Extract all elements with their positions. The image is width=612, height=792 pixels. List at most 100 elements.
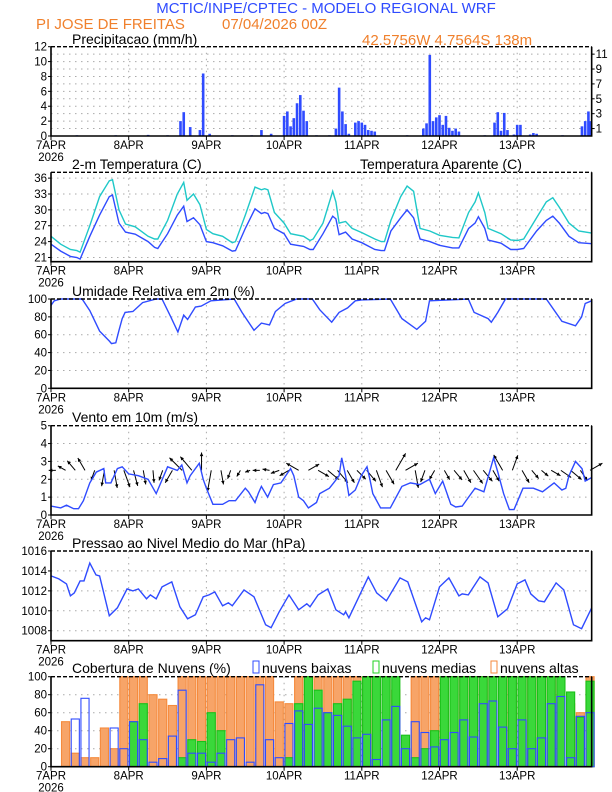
pressure-ytick-label: 1014 — [21, 566, 47, 578]
cloud-xtick-label: 12APR — [421, 771, 457, 783]
location-label: PI JOSE DE FREITAS — [36, 16, 185, 33]
wind-arrow-head — [535, 474, 539, 479]
humidity-xtick-label: 11APR — [344, 392, 380, 404]
temp-ytick-label: 30 — [34, 205, 47, 217]
cloud-medium-bar — [303, 676, 313, 768]
precip-bar — [292, 118, 296, 136]
precip-bar — [499, 130, 503, 136]
legend-swatch-high — [490, 660, 498, 674]
wind-arrow-head — [379, 483, 383, 488]
wind-arrow-head — [446, 475, 450, 480]
precip-bar — [208, 133, 211, 136]
cloud-high-bar — [245, 676, 255, 768]
wind-arrow-head — [180, 456, 184, 461]
cloud-ytick-label: 40 — [34, 726, 47, 738]
wind-arrow-head — [67, 460, 71, 465]
cloud-xtick-label: 9APR — [191, 771, 221, 783]
wind-arrow-head — [402, 453, 406, 458]
cloud-high-bar — [226, 676, 236, 768]
precip-bar — [583, 121, 587, 136]
legend-medium-label: nuvens medias — [382, 660, 476, 676]
temp-ytick-label: 21 — [34, 252, 47, 264]
wind-panel: 0 1 2 3 4 5 7APR 8APR 9APR 10APR 11APR 12APR 13APR 20… — [36, 421, 603, 543]
temp-xtick-label: 13APR — [499, 266, 535, 278]
wind-arrow-head — [270, 470, 275, 474]
cloud-medium-bar — [527, 676, 537, 768]
wind-xtick-label: 8APR — [114, 519, 144, 531]
cloud-xtick-label: 7APR — [36, 771, 66, 783]
humidity-xtick-label: 13APR — [499, 392, 535, 404]
wind-arrow-head — [413, 463, 418, 467]
precip-ytick-label-right: 5 — [596, 94, 602, 106]
wind-arrow-head — [286, 463, 291, 467]
wind-arrow-head — [420, 478, 424, 483]
cloud-medium-bar — [381, 676, 391, 768]
pressure-ytick-label: 1016 — [21, 546, 47, 558]
precip-year-label: 2026 — [38, 152, 64, 164]
precip-bar — [286, 111, 289, 136]
main-title: MCTIC/INPE/CPTEC - MODELO REGIONAL WRF — [156, 0, 495, 17]
cloud-medium-bar — [478, 676, 488, 768]
cloud-high-bar — [274, 701, 284, 768]
precip-bar — [357, 121, 360, 136]
precip-bar — [302, 110, 305, 136]
wind-xtick-label: 10APR — [266, 519, 302, 531]
cloud-medium-bar — [323, 712, 333, 768]
precip-bar — [425, 123, 428, 136]
apparent-temp-title: Temperatura Aparente (C) — [360, 156, 522, 172]
wind-arrow-head — [236, 472, 241, 477]
wind-arrow-head — [315, 464, 320, 468]
cloud-medium-bar — [430, 730, 440, 768]
wind-arrow-head — [279, 472, 284, 476]
wind-arrow-head — [544, 472, 549, 477]
wind-xtick-label: 7APR — [36, 519, 66, 531]
cloud-medium-bar — [196, 740, 207, 768]
precip-bar — [179, 121, 182, 136]
wind-arrow-head — [165, 478, 169, 483]
humidity-xtick-label: 12APR — [421, 392, 457, 404]
precip-ytick-label: 8 — [41, 71, 47, 83]
wind-arrow-head — [577, 475, 582, 480]
cloud-medium-bar — [410, 757, 420, 768]
wind-title: Vento em 10m (m/s) — [72, 409, 198, 425]
humidity-ytick-label: 100 — [28, 294, 47, 306]
cloud-medium-bar — [439, 676, 449, 768]
precip-ytick-label: 10 — [34, 57, 47, 69]
wind-arrow-head — [556, 472, 561, 476]
temp-xtick-label: 11APR — [344, 266, 380, 278]
precip-bar — [506, 130, 509, 136]
precip-xtick-label: 10APR — [266, 140, 302, 152]
precip-xtick-label: 13APR — [499, 140, 535, 152]
humidity-year-label: 2026 — [38, 404, 64, 416]
wind-xtick-label: 13APR — [499, 519, 535, 531]
precip-bar — [422, 128, 425, 136]
cloud-high-bar — [90, 757, 100, 768]
precip-bar — [182, 112, 186, 136]
legend-low-label: nuvens baixas — [262, 660, 352, 676]
cloud-high-bar — [80, 757, 90, 768]
temp-xtick-label: 10APR — [266, 266, 302, 278]
cloud-medium-bar — [342, 698, 352, 768]
precip-ytick-label-right: 11 — [596, 49, 608, 61]
wind-arrow-head — [252, 468, 257, 473]
precip-bar — [201, 73, 205, 136]
wind-arrow-head — [458, 476, 463, 480]
wind-arrow-head — [221, 480, 225, 485]
precip-bar — [532, 133, 535, 136]
cloud-medium-bar — [546, 676, 556, 768]
precip-xtick-label: 8APR — [114, 140, 144, 152]
wind-arrow-head — [245, 469, 250, 473]
run-date-label: 07/04/2026 00Z — [222, 16, 327, 33]
legend-swatch-low — [252, 660, 260, 674]
temp-ytick-label: 27 — [34, 221, 47, 233]
temp-frame — [50, 172, 593, 263]
cloud-medium-bar — [371, 676, 381, 768]
legend-high-label: nuvens altas — [500, 660, 579, 676]
pressure-title: Pressao ao Nivel Medio do Mar (hPa) — [72, 535, 305, 551]
pressure-year-label: 2026 — [38, 657, 64, 669]
precip-bar — [454, 128, 457, 136]
wind-arrow-head — [262, 468, 267, 472]
